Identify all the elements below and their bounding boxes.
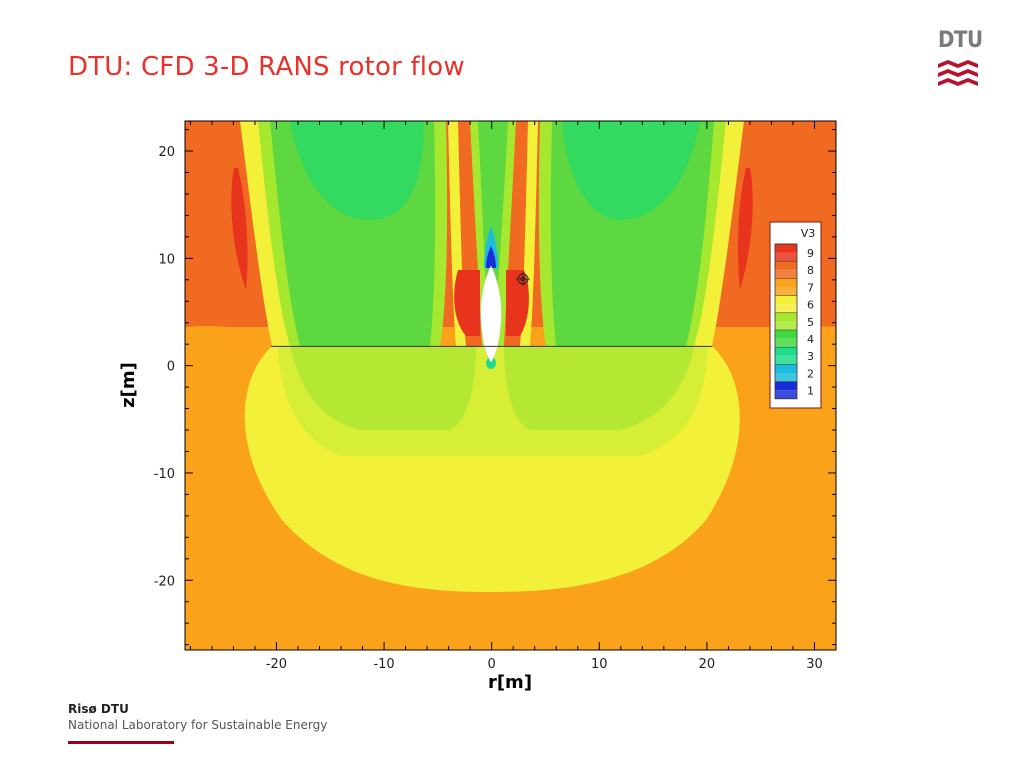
slide-title: DTU: CFD 3-D RANS rotor flow (68, 52, 465, 82)
legend-swatch (775, 244, 797, 253)
legend-swatch (775, 312, 797, 322)
legend-label: 8 (807, 264, 814, 277)
edge-right-level6 (694, 121, 744, 346)
streak-left-level9 (231, 168, 248, 290)
streak-right-level9 (738, 168, 753, 290)
x-tick-label: 20 (699, 657, 716, 672)
edge-left-level6 (240, 121, 290, 346)
legend-swatch (775, 261, 797, 270)
hub-patch-left-level9 (454, 270, 480, 336)
legend-label: 6 (807, 299, 814, 312)
y-tick-label: -10 (154, 467, 175, 482)
probe-target-icon (516, 272, 530, 286)
legend-swatch-sub (775, 338, 797, 348)
legend-title: V3 (801, 227, 816, 240)
lobe-left-level4 (290, 121, 424, 220)
legend-swatch-sub (775, 269, 797, 279)
legend-swatch (775, 330, 797, 339)
legend-swatch-sub (775, 355, 797, 365)
legend-swatch-sub (775, 287, 797, 296)
legend-swatch-sub (775, 373, 797, 382)
y-tick-label: -20 (154, 574, 175, 589)
legend-label: 3 (807, 350, 814, 363)
x-tick-label: 0 (488, 657, 496, 672)
y-tick-label: 0 (167, 360, 175, 375)
plot-frame (184, 120, 837, 651)
hub-patch-right-level9 (506, 270, 529, 336)
x-tick-label: 30 (806, 657, 823, 672)
dtu-logo: DTU (936, 28, 983, 94)
legend-swatch (775, 364, 797, 373)
tip-level1 (486, 246, 496, 268)
tail-level3 (486, 357, 496, 369)
dtu-logo-text: DTU (938, 28, 983, 53)
footer-organization: Risø DTU (68, 702, 129, 716)
nacelle-body (480, 265, 502, 363)
dtu-logo-waves-icon (938, 60, 978, 86)
lobe-right-level4 (562, 121, 700, 220)
y-tick-label: 20 (158, 145, 175, 160)
legend-swatch-sub (775, 390, 797, 399)
wake-left-level5 (290, 346, 476, 430)
y-tick-label: 10 (158, 252, 175, 267)
legend-label: 5 (807, 316, 814, 329)
legend-swatch (775, 347, 797, 356)
legend: V3 9 8 7 6 5 4 3 2 1 (769, 221, 822, 409)
x-tick-label: 10 (591, 657, 608, 672)
contour-field (185, 121, 836, 650)
legend-swatch (775, 278, 797, 287)
footer-subtitle: National Laboratory for Sustainable Ener… (68, 718, 328, 732)
legend-label: 4 (807, 333, 814, 346)
legend-label: 9 (807, 247, 814, 260)
legend-swatch (775, 295, 797, 305)
legend-label: 7 (807, 281, 814, 294)
legend-swatch-sub (775, 252, 797, 262)
y-axis-label: z[m] (118, 362, 139, 408)
legend-label: 2 (807, 367, 814, 380)
x-tick-label: -20 (266, 657, 287, 672)
axes-ticks: -20 -10 0 10 20 30 20 10 0 -10 -20 (154, 121, 837, 672)
legend-label: 1 (807, 385, 814, 398)
legend-swatches: 9 8 7 6 5 4 3 2 1 (774, 243, 814, 400)
legend-swatch (775, 381, 797, 391)
legend-swatch-sub (775, 321, 797, 330)
legend-swatch-sub (775, 304, 797, 313)
x-tick-label: -10 (373, 657, 394, 672)
legend-swatch-frame (774, 243, 798, 400)
x-axis-label: r[m] (488, 672, 532, 693)
wake-right-level5 (504, 346, 694, 430)
footer-rule (68, 741, 174, 744)
center-core-level4 (478, 121, 508, 290)
